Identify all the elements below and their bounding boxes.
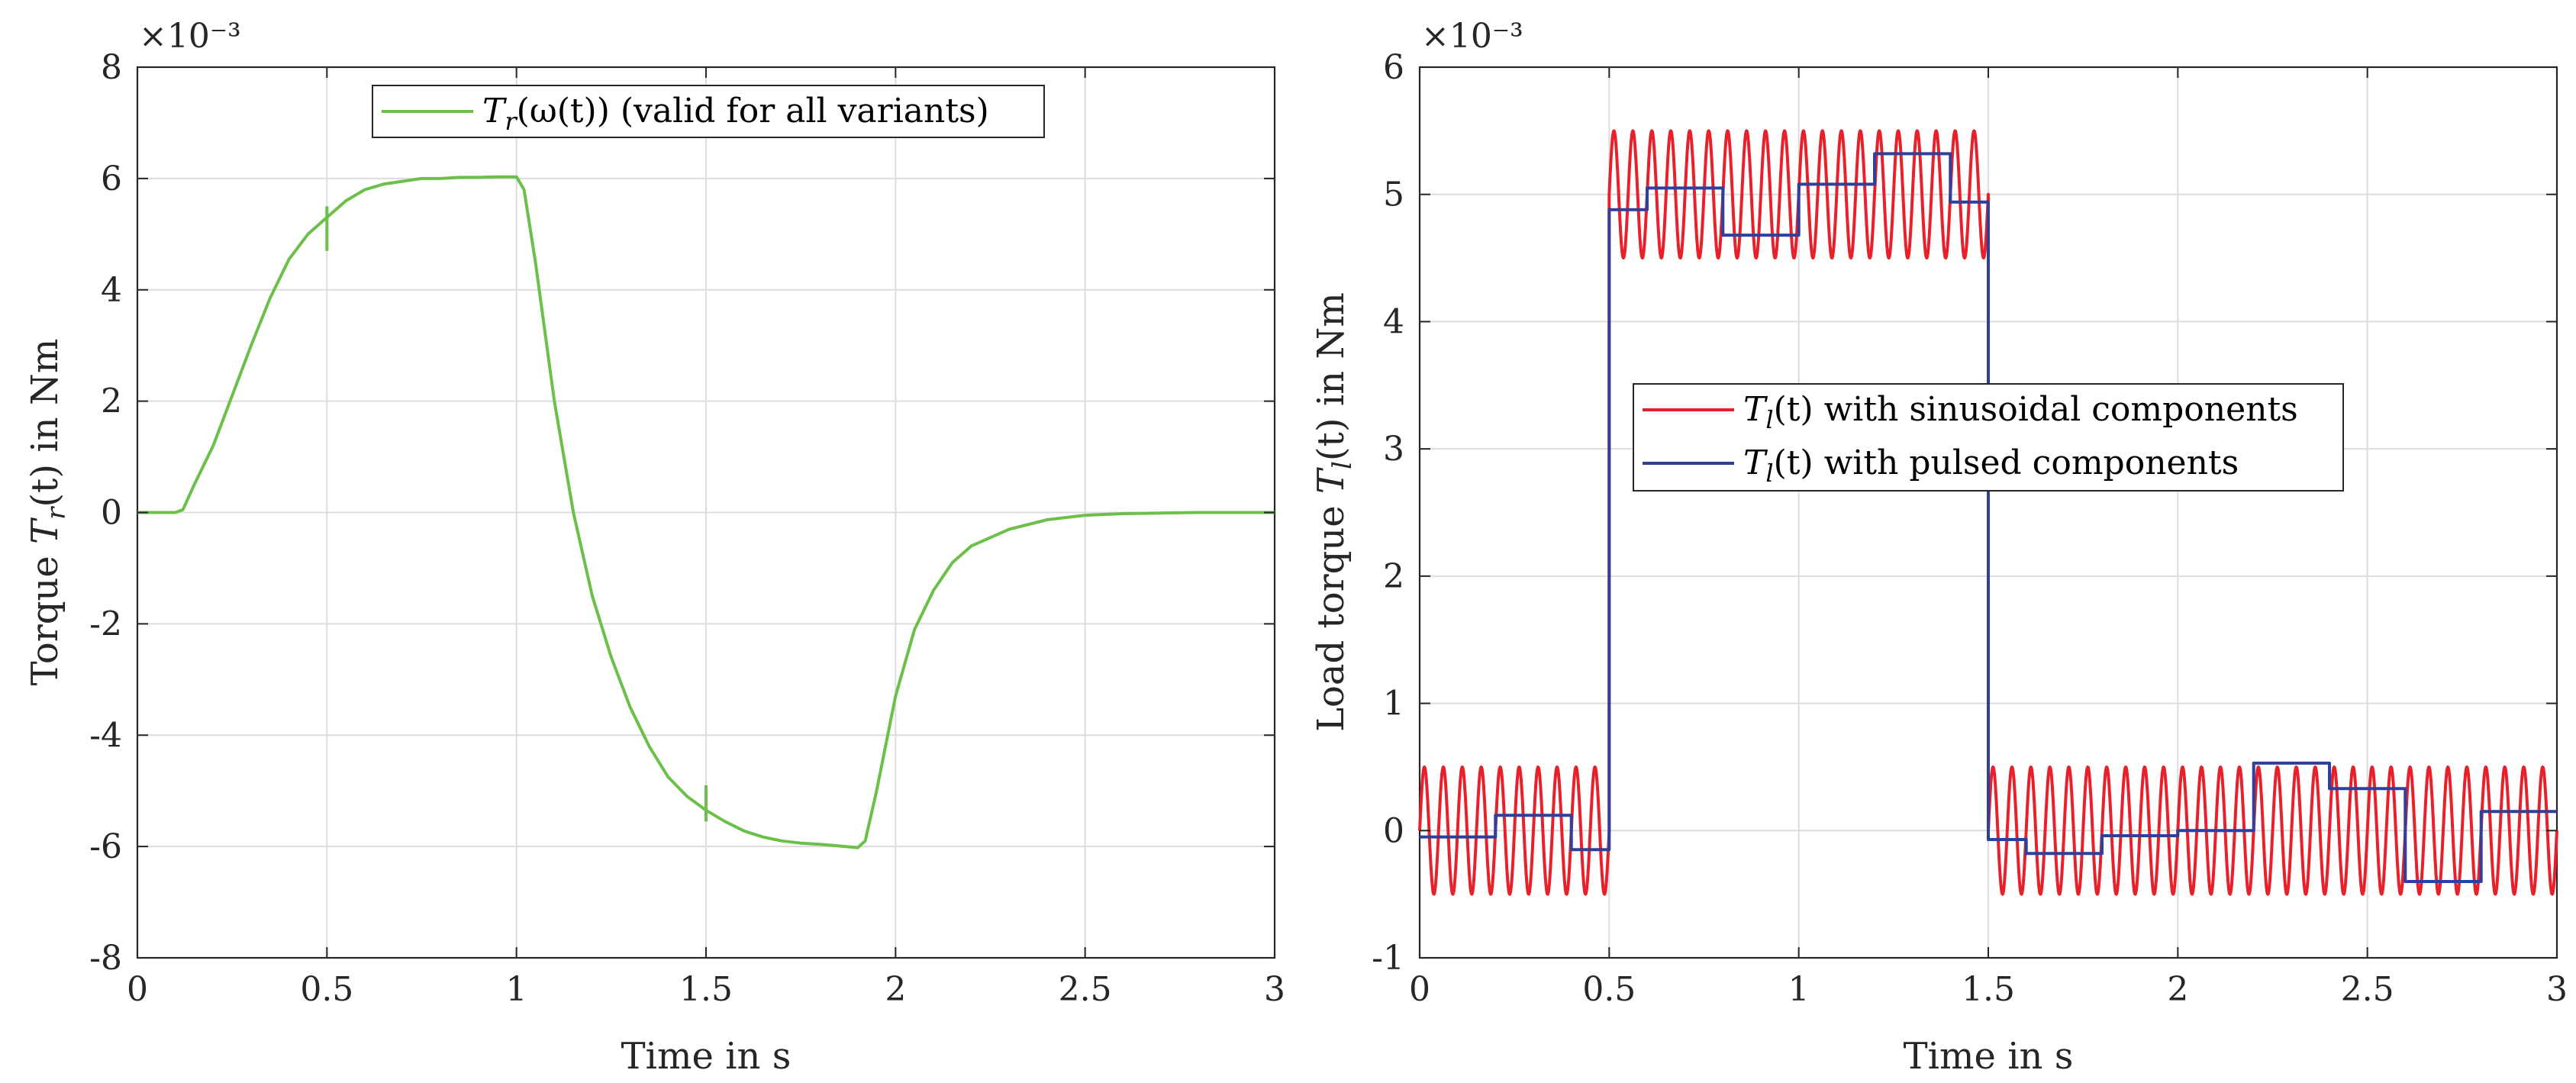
left-ytick-label: -6 bbox=[89, 827, 122, 866]
right-xtick-label: 0 bbox=[1409, 970, 1430, 1009]
right-legend-label-sinusoidal: Tl(t) with sinusoidal components bbox=[1743, 390, 2298, 434]
left-ylabel: Torque Tr(t) in Nm bbox=[24, 339, 72, 686]
left-exponent-label: ×10⁻³ bbox=[139, 17, 241, 56]
left-xtick-label: 1.5 bbox=[679, 970, 733, 1009]
right-ylabel: Load torque Tl(t) in Nm bbox=[1310, 292, 1358, 732]
left-panel: 0 0.5 1 1.5 2 2.5 3 -8 -6 -4 -2 0 2 4 6 8 ×10⁻³ Time in… bbox=[24, 17, 1285, 1078]
left-ytick-label: 6 bbox=[101, 160, 122, 198]
left-ytick-label: 2 bbox=[101, 382, 122, 421]
right-ytick-label: -1 bbox=[1372, 939, 1404, 978]
right-xtick-label: 3 bbox=[2546, 970, 2568, 1009]
right-exponent-label: ×10⁻³ bbox=[1421, 17, 1523, 56]
left-legend: Tr(ω(t)) (valid for all variants) bbox=[372, 85, 1045, 138]
right-ytick-label: 5 bbox=[1383, 176, 1404, 214]
right-xtick-label: 1 bbox=[1788, 970, 1810, 1009]
left-xtick-label: 3 bbox=[1264, 970, 1285, 1009]
right-legend-box bbox=[1633, 383, 2344, 492]
right-ytick-label: 1 bbox=[1383, 685, 1404, 724]
left-xtick-label: 2.5 bbox=[1059, 970, 1112, 1009]
left-ytick-label: 4 bbox=[101, 271, 122, 310]
right-ytick-label: 6 bbox=[1383, 48, 1404, 87]
right-legend-label-pulsed: Tl(t) with pulsed components bbox=[1743, 443, 2239, 488]
left-ytick-label: -2 bbox=[89, 604, 122, 643]
left-xtick-label: 0 bbox=[127, 970, 148, 1009]
left-xtick-label: 0.5 bbox=[300, 970, 353, 1009]
right-ytick-label: 4 bbox=[1383, 302, 1404, 341]
left-xtick-label: 1 bbox=[506, 970, 527, 1009]
left-ytick-label: 8 bbox=[101, 48, 122, 87]
right-series bbox=[1418, 129, 2558, 896]
right-ytick-label: 0 bbox=[1383, 811, 1404, 850]
right-ytick-label: 3 bbox=[1383, 430, 1404, 469]
left-ytick-label: 0 bbox=[101, 494, 122, 533]
left-legend-label: Tr(ω(t)) (valid for all variants) bbox=[482, 92, 989, 136]
left-series-line-0 bbox=[137, 175, 1275, 849]
left-xlabel: Time in s bbox=[621, 1035, 791, 1078]
left-xtick-label: 2 bbox=[885, 970, 906, 1009]
right-legend: Tl(t) with sinusoidal components Tl(t) w… bbox=[1633, 383, 2344, 492]
right-ytick-label: 2 bbox=[1383, 557, 1404, 596]
left-ytick-label: -8 bbox=[89, 939, 122, 978]
left-legend-box bbox=[372, 85, 1045, 138]
right-xtick-label: 2.5 bbox=[2341, 970, 2394, 1009]
right-xtick-label: 2 bbox=[2167, 970, 2188, 1009]
right-xtick-label: 0.5 bbox=[1582, 970, 1636, 1009]
right-xtick-label: 1.5 bbox=[1962, 970, 2015, 1009]
right-series-line-1 bbox=[1420, 152, 2557, 883]
right-xlabel: Time in s bbox=[1904, 1035, 2074, 1078]
left-ticks: 0 0.5 1 1.5 2 2.5 3 -8 -6 -4 -2 0 2 4 6 8 bbox=[89, 48, 1285, 1009]
left-ytick-label: -4 bbox=[89, 716, 122, 755]
left-series bbox=[137, 175, 1275, 849]
